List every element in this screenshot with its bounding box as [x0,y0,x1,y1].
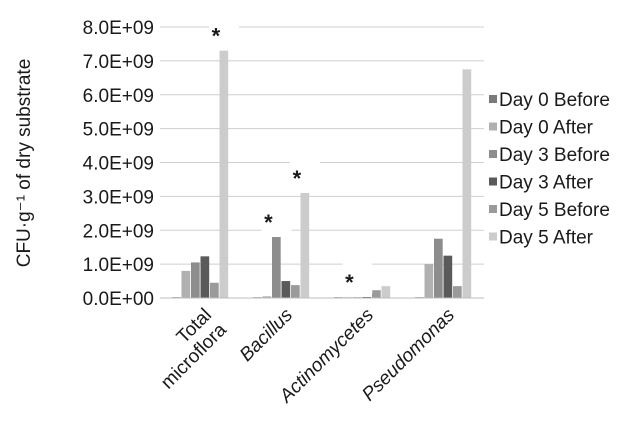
x-tick-label: Bacillus [236,304,297,365]
y-tick-label: 0.0E+00 [83,289,154,310]
legend-swatch [489,205,497,213]
bar [272,237,281,298]
bar [219,50,229,299]
y-axis-title: CFU·g⁻¹ of dry substrate [14,59,35,268]
annotation-background [261,203,292,234]
bar [281,281,291,298]
legend-label: Day 5 After [499,228,594,249]
bar [262,296,272,298]
bar [300,192,310,298]
significance-marker: * [264,210,273,235]
legend-swatch [489,232,497,241]
annotation-background [289,158,320,189]
bar [434,238,443,298]
bar [181,270,191,298]
legend-swatch [489,177,497,186]
bar [372,290,381,298]
significance-marker: * [293,166,302,191]
gridlines [160,26,484,299]
bars [172,50,472,299]
legend: Day 0 Before Day 0 After Day 3 Before Day 3… [489,90,610,249]
y-tick-label: 4.0E+09 [83,154,154,175]
legend-swatch [489,150,497,158]
legend-label: Day 0 Before [499,90,610,111]
bar [191,262,200,298]
legend-label: Day 5 Before [499,200,610,221]
significance-marker: * [345,270,354,295]
bar [362,296,372,298]
legend-swatch [489,122,497,131]
y-axis: 0.0E+00 1.0E+09 2.0E+09 3.0E+09 4.0E+09 5.0E+… [83,18,154,310]
y-tick-label: 8.0E+09 [83,18,154,39]
bar [443,255,453,298]
y-tick-label: 5.0E+09 [83,120,154,141]
bar [381,286,391,298]
annotation-background [208,16,239,47]
bar [200,256,210,298]
annotation-background [342,263,373,294]
x-axis: Totalmicroflora BacillusActinomycetesPseu… [142,297,484,408]
bar [424,264,434,298]
bar [291,285,300,298]
y-tick-label: 2.0E+09 [83,221,154,242]
bar [462,69,472,298]
x-tick-label: Totalmicroflora [142,304,231,393]
legend-swatch [489,95,497,103]
bar [453,286,462,298]
y-tick-label: 1.0E+09 [83,255,154,276]
legend-label: Day 0 After [499,118,594,139]
significance-marker: * [212,24,221,49]
legend-label: Day 3 Before [499,145,610,166]
y-tick-label: 3.0E+09 [83,187,154,208]
legend-label: Day 3 After [499,173,594,194]
annotations: * * * * [208,16,373,295]
bar [210,282,219,298]
y-tick-label: 7.0E+09 [83,52,154,73]
y-tick-label: 6.0E+09 [83,86,154,107]
